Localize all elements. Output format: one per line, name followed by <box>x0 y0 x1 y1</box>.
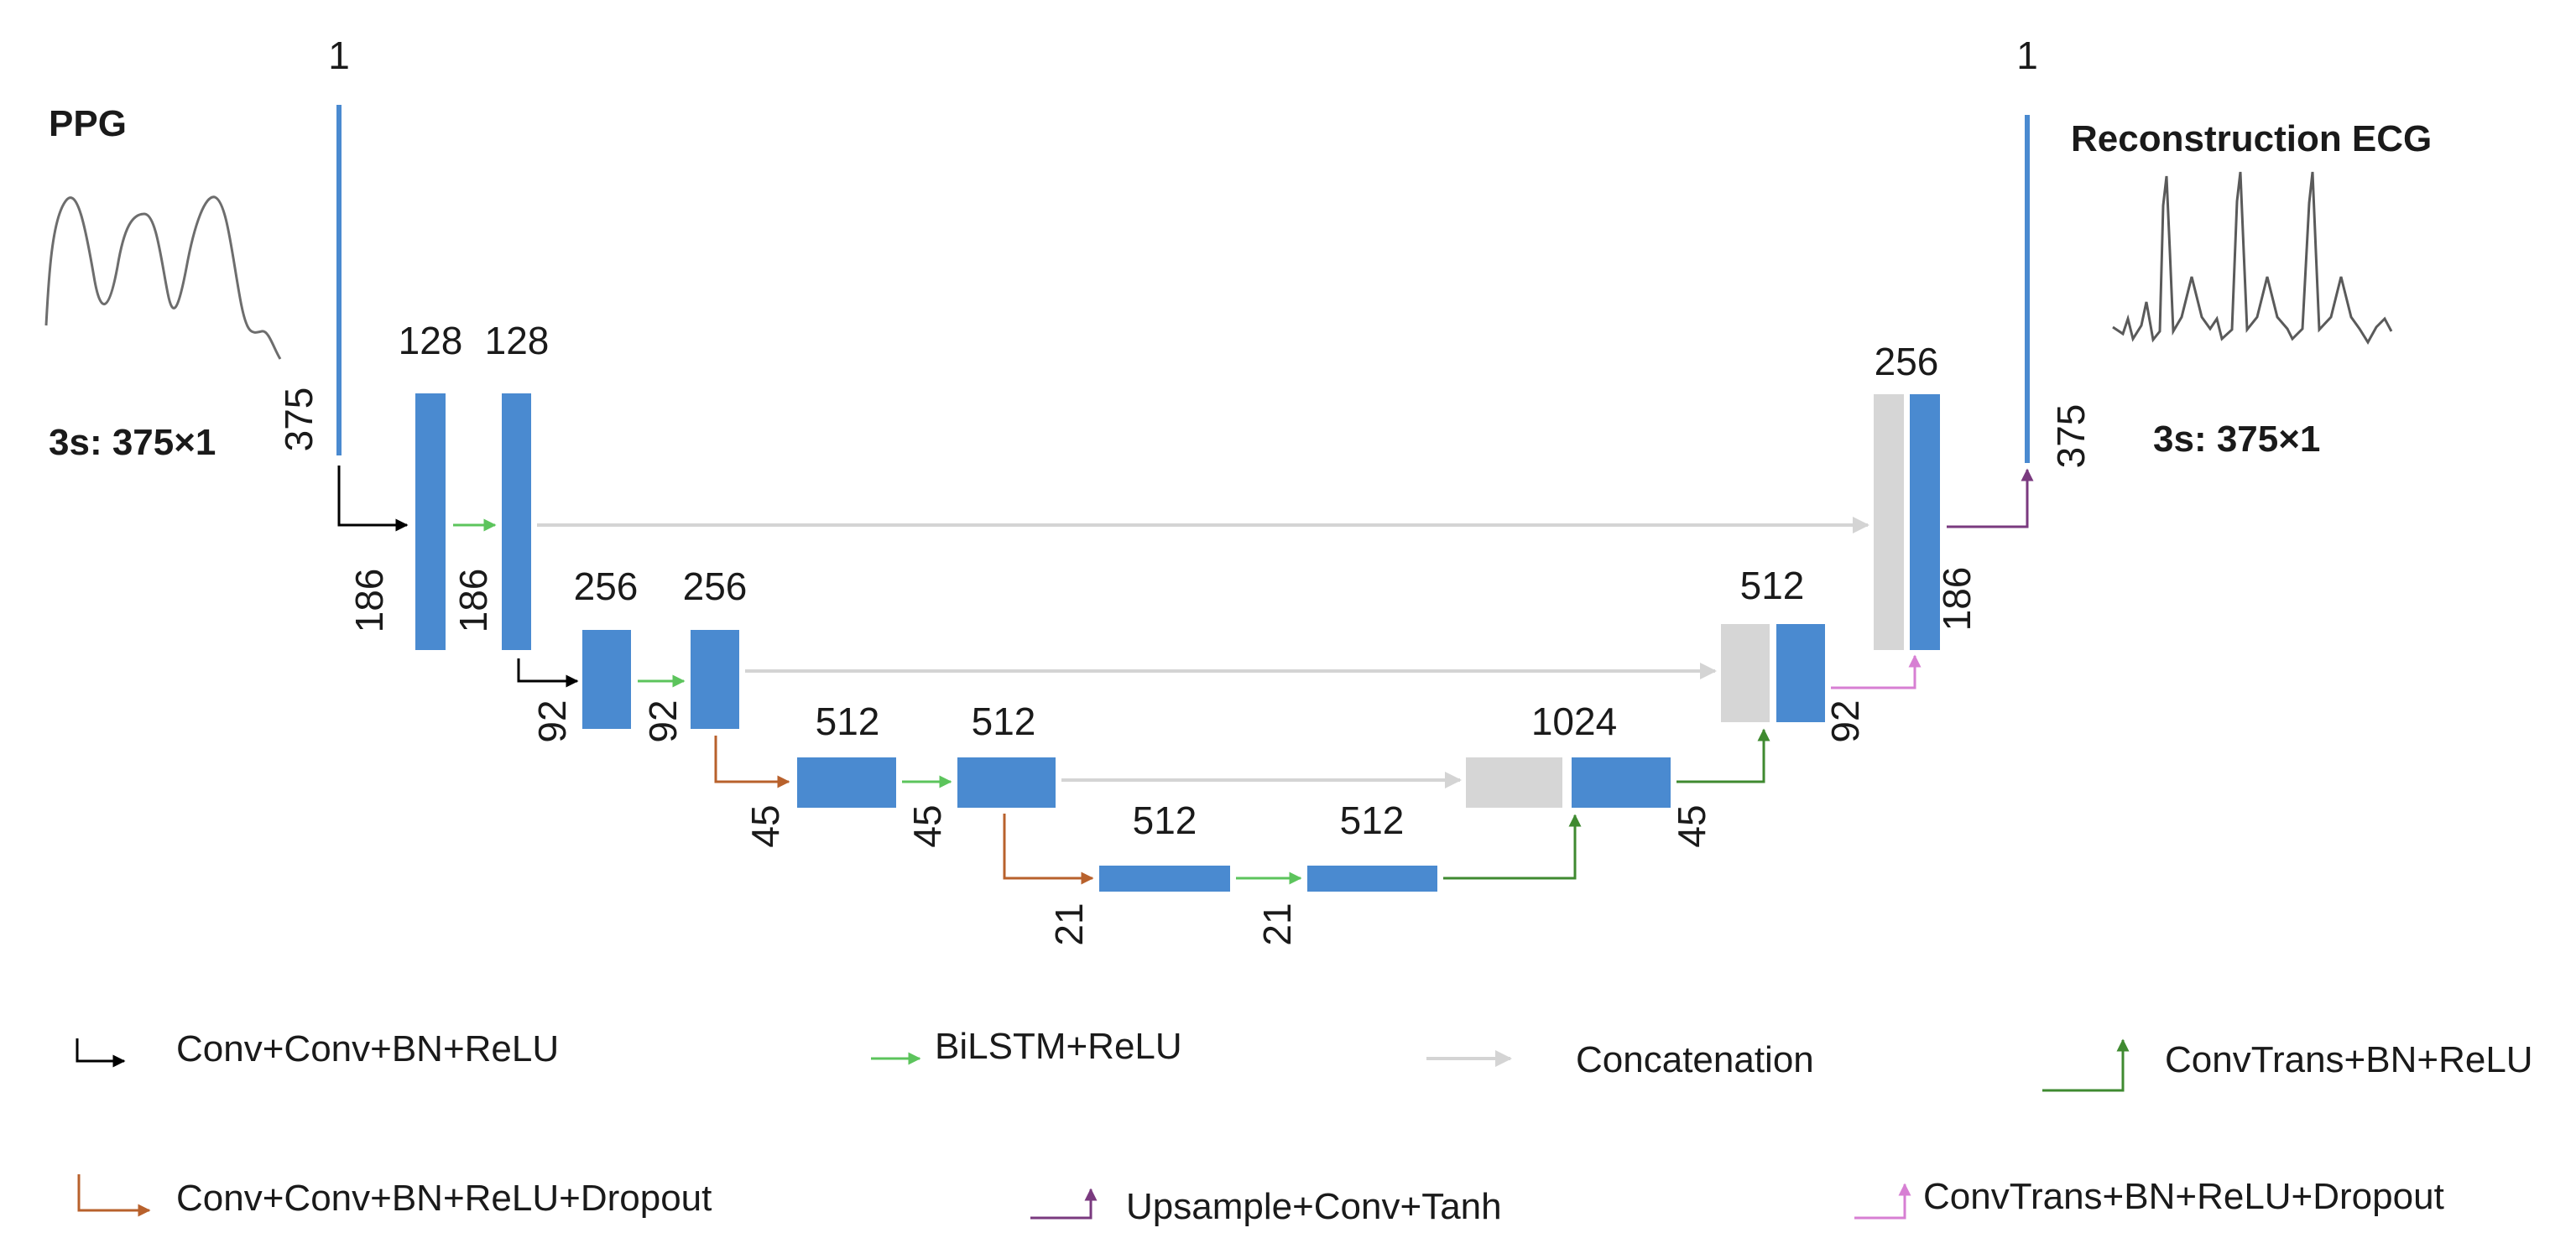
input-title: PPG <box>49 103 127 144</box>
dec3-skip-block <box>1466 757 1562 808</box>
enc1b-length-label: 186 <box>451 569 495 633</box>
legend-convtrans-dropout-label: ConvTrans+BN+ReLU+Dropout <box>1923 1176 2444 1217</box>
legend-conv-label: Conv+Conv+BN+ReLU <box>176 1028 559 1069</box>
enc3a-feature-block <box>797 757 896 808</box>
dec1-channels-label: 256 <box>1875 340 1939 383</box>
dec2-skip-block <box>1721 624 1770 722</box>
enc2a-feature-block <box>582 630 631 729</box>
dec3-channels-label: 1024 <box>1531 700 1617 743</box>
legend-item-upsample: Upsample+Conv+Tanh <box>1030 1186 1502 1227</box>
enc1b-feature-block <box>502 393 531 650</box>
input-layer-bar <box>336 105 342 455</box>
bottleneck-b-feature-block <box>1307 866 1437 892</box>
input-channels-label: 1 <box>328 34 350 77</box>
enc3b-length-label: 45 <box>905 804 949 847</box>
legend-convtrans-arrow-icon <box>2042 1038 2130 1092</box>
bottleneck-b-length-label: 21 <box>1255 903 1299 945</box>
bottleneck-a-channels-label: 512 <box>1133 799 1197 842</box>
input-length-label: 375 <box>277 388 321 452</box>
legend-item-convtrans-dropout: ConvTrans+BN+ReLU+Dropout <box>1854 1176 2444 1220</box>
enc2b-feature-block <box>691 630 739 729</box>
legend: Conv+Conv+BN+ReLU BiLSTM+ReLU Concatenat… <box>76 1026 2533 1227</box>
bottleneck-a-length-label: 21 <box>1047 903 1091 945</box>
enc1a-channels-label: 128 <box>399 319 463 362</box>
dec1-skip-block <box>1874 394 1904 650</box>
legend-convtrans-dropout-arrow-icon <box>1854 1183 1911 1220</box>
enc3a-length-label: 45 <box>743 804 787 847</box>
legend-concat-label: Concatenation <box>1576 1039 1814 1080</box>
convtrans-arrow-dec3-to-dec2 <box>1676 728 1770 783</box>
enc3a-channels-label: 512 <box>816 700 880 743</box>
dec2-length-label: 92 <box>1823 700 1867 742</box>
enc1a-feature-block <box>415 393 446 650</box>
enc3b-feature-block <box>957 757 1056 808</box>
dec1-feature-block <box>1910 394 1940 650</box>
upsample-arrow-dec1-to-output <box>1947 468 2034 528</box>
enc1b-channels-label: 128 <box>485 319 550 362</box>
dec1-length-label: 186 <box>1935 567 1979 632</box>
legend-upsample-label: Upsample+Conv+Tanh <box>1126 1186 1502 1227</box>
legend-item-conv-dropout: Conv+Conv+BN+ReLU+Dropout <box>77 1174 712 1219</box>
legend-conv-arrow-icon <box>76 1038 126 1068</box>
legend-conv-dropout-arrow-icon <box>77 1174 151 1217</box>
enc3b-channels-label: 512 <box>972 700 1036 743</box>
conv-dropout-arrow-enc3-to-bottleneck <box>1003 814 1094 885</box>
output-shape: 3s: 375×1 <box>2153 419 2320 460</box>
legend-item-conv: Conv+Conv+BN+ReLU <box>76 1028 559 1069</box>
bottleneck-b-channels-label: 512 <box>1340 799 1405 842</box>
output-channels-label: 1 <box>2016 34 2038 77</box>
ecg-waveform <box>2112 171 2393 345</box>
enc2b-channels-label: 256 <box>683 564 748 608</box>
enc2a-length-label: 92 <box>530 700 574 742</box>
legend-upsample-arrow-icon <box>1030 1188 1098 1220</box>
legend-item-bilstm: BiLSTM+ReLU <box>871 1026 1182 1067</box>
output-title: Reconstruction ECG <box>2071 118 2432 159</box>
input-shape: 3s: 375×1 <box>49 422 216 463</box>
dec2-channels-label: 512 <box>1740 564 1805 607</box>
conv-arrow-input-to-enc1 <box>337 466 409 532</box>
legend-item-concat: Concatenation <box>1426 1039 1814 1080</box>
enc2b-length-label: 92 <box>641 700 685 742</box>
conv-arrow-enc1-to-enc2 <box>517 658 579 688</box>
output-length-label: 375 <box>2049 404 2093 469</box>
conv-dropout-arrow-enc2-to-enc3 <box>714 736 790 788</box>
legend-bilstm-label: BiLSTM+ReLU <box>935 1026 1182 1067</box>
enc1a-length-label: 186 <box>347 569 391 633</box>
enc2a-channels-label: 256 <box>574 564 639 608</box>
dec3-length-label: 45 <box>1670 804 1713 847</box>
dec2-feature-block <box>1776 624 1825 722</box>
convtrans-arrow-bottleneck-to-dec3 <box>1443 814 1582 880</box>
ppg-waveform <box>44 195 282 360</box>
dec3-feature-block <box>1572 757 1671 808</box>
convtrans-dropout-arrow-dec2-to-dec1 <box>1831 654 1922 689</box>
legend-convtrans-label: ConvTrans+BN+ReLU <box>2165 1039 2533 1080</box>
bottleneck-a-feature-block <box>1099 866 1230 892</box>
legend-conv-dropout-label: Conv+Conv+BN+ReLU+Dropout <box>176 1178 712 1219</box>
output-layer-bar <box>2025 115 2030 463</box>
legend-item-convtrans: ConvTrans+BN+ReLU <box>2042 1038 2533 1092</box>
